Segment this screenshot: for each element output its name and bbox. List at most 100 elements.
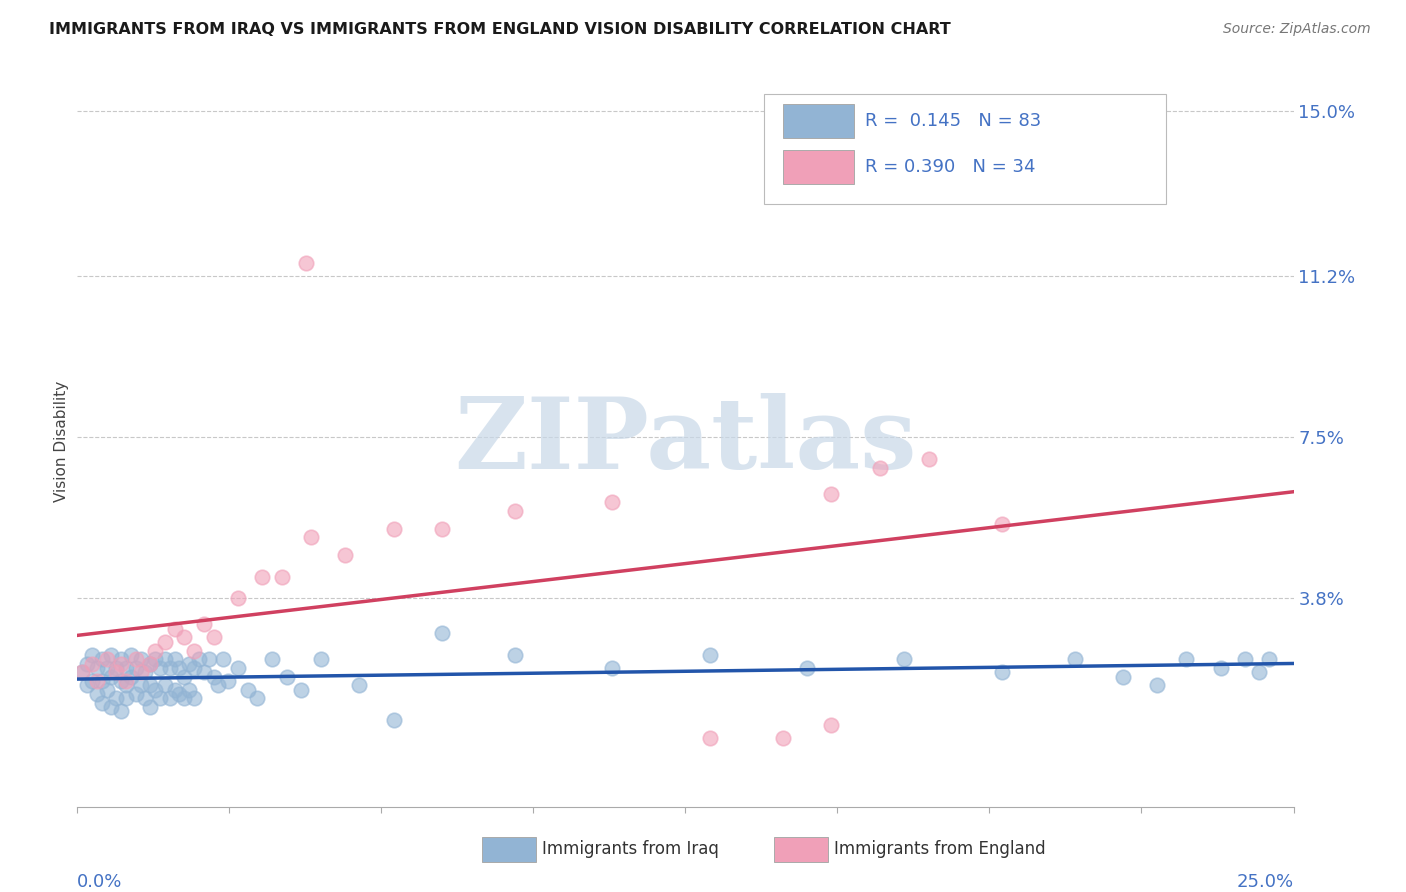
Point: [796, 661, 818, 675]
Text: ZIPatlas: ZIPatlas: [454, 393, 917, 490]
Point: [173, 670, 195, 684]
Point: [173, 631, 195, 645]
Point: [699, 648, 721, 662]
Point: [90, 696, 112, 710]
Point: [1258, 652, 1281, 666]
Point: [990, 665, 1012, 680]
Point: [105, 691, 128, 706]
Point: [202, 631, 225, 645]
Point: [183, 691, 205, 706]
Point: [295, 256, 318, 270]
Point: [125, 652, 148, 666]
Point: [110, 705, 132, 719]
Point: [105, 661, 128, 675]
Point: [270, 569, 292, 583]
Point: [699, 731, 721, 745]
Point: [100, 670, 122, 684]
Point: [183, 643, 205, 657]
FancyBboxPatch shape: [783, 151, 855, 184]
Point: [149, 691, 172, 706]
Point: [115, 678, 138, 692]
Point: [179, 682, 201, 697]
Point: [382, 522, 405, 536]
Point: [1112, 670, 1135, 684]
Point: [173, 691, 195, 706]
Point: [226, 661, 249, 675]
Point: [260, 652, 283, 666]
Point: [250, 569, 273, 583]
Point: [820, 487, 842, 501]
FancyBboxPatch shape: [765, 95, 1166, 204]
Text: Source: ZipAtlas.com: Source: ZipAtlas.com: [1223, 22, 1371, 37]
Point: [159, 661, 181, 675]
Point: [110, 652, 132, 666]
Point: [430, 626, 453, 640]
Point: [129, 665, 152, 680]
Point: [1209, 661, 1232, 675]
Point: [96, 652, 118, 666]
Point: [183, 661, 205, 675]
Point: [163, 622, 186, 636]
Point: [193, 617, 215, 632]
Point: [333, 548, 356, 562]
Point: [120, 648, 142, 662]
Point: [153, 635, 176, 649]
Point: [153, 678, 176, 692]
Point: [869, 460, 891, 475]
Point: [90, 652, 112, 666]
Point: [143, 643, 166, 657]
Text: R = 0.390   N = 34: R = 0.390 N = 34: [866, 158, 1036, 177]
Text: R =  0.145   N = 83: R = 0.145 N = 83: [866, 112, 1042, 130]
Point: [299, 530, 322, 544]
Point: [125, 661, 148, 675]
Point: [110, 673, 132, 688]
Point: [1249, 665, 1271, 680]
Point: [290, 682, 312, 697]
Point: [115, 661, 138, 675]
FancyBboxPatch shape: [783, 104, 855, 138]
Point: [86, 661, 108, 675]
Point: [169, 687, 191, 701]
Point: [96, 682, 118, 697]
Point: [226, 591, 249, 606]
Point: [503, 504, 526, 518]
Point: [179, 657, 201, 671]
Point: [115, 673, 138, 688]
Point: [153, 652, 176, 666]
Text: 25.0%: 25.0%: [1236, 872, 1294, 890]
Point: [134, 691, 156, 706]
FancyBboxPatch shape: [482, 838, 536, 862]
Point: [86, 687, 108, 701]
Point: [125, 687, 148, 701]
Point: [990, 517, 1012, 532]
Point: [70, 665, 93, 680]
Point: [163, 682, 186, 697]
Point: [202, 670, 225, 684]
Point: [149, 661, 172, 675]
Text: 0.0%: 0.0%: [77, 872, 122, 890]
Y-axis label: Vision Disability: Vision Disability: [53, 381, 69, 502]
Point: [134, 665, 156, 680]
Point: [129, 678, 152, 692]
Point: [86, 673, 108, 688]
Point: [163, 652, 186, 666]
Point: [90, 673, 112, 688]
Point: [893, 652, 915, 666]
Point: [105, 665, 128, 680]
Point: [197, 652, 219, 666]
Point: [1063, 652, 1085, 666]
Point: [100, 648, 122, 662]
Point: [76, 657, 98, 671]
Point: [602, 495, 624, 509]
Text: IMMIGRANTS FROM IRAQ VS IMMIGRANTS FROM ENGLAND VISION DISABILITY CORRELATION CH: IMMIGRANTS FROM IRAQ VS IMMIGRANTS FROM …: [49, 22, 950, 37]
Point: [1146, 678, 1168, 692]
Point: [212, 652, 235, 666]
Point: [139, 700, 162, 714]
Point: [1175, 652, 1198, 666]
Point: [129, 652, 152, 666]
Point: [169, 661, 191, 675]
Point: [207, 678, 229, 692]
Point: [503, 648, 526, 662]
Point: [139, 657, 162, 671]
Point: [602, 661, 624, 675]
